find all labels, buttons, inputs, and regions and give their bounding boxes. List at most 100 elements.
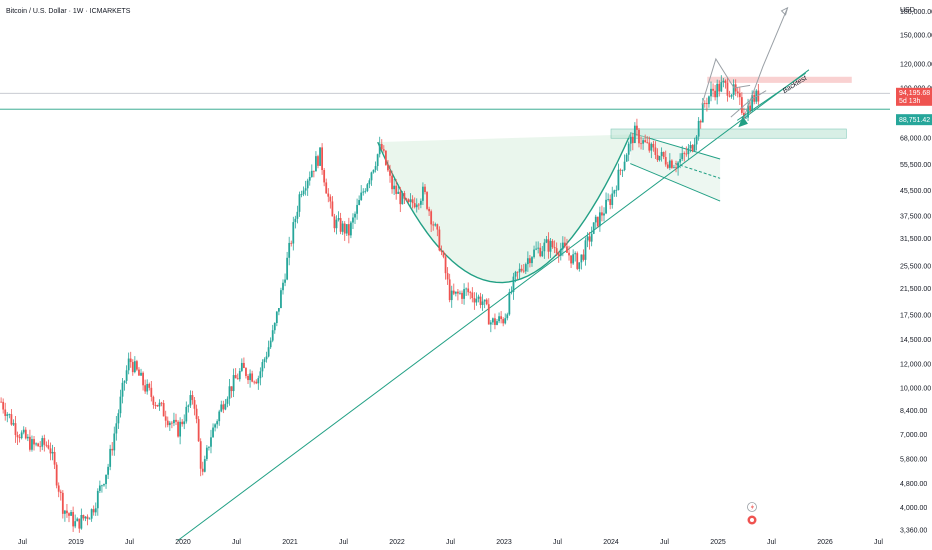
candle-body <box>24 429 27 439</box>
candle-body <box>187 405 190 407</box>
candle <box>588 231 591 250</box>
event-flag-dot <box>750 518 754 522</box>
candle-body <box>14 423 17 436</box>
candle <box>508 288 511 316</box>
candle-body <box>736 91 739 94</box>
candle-body <box>638 129 640 144</box>
candle-body <box>477 296 480 299</box>
candle <box>543 238 546 259</box>
candles <box>0 75 760 533</box>
candle-body <box>699 120 702 123</box>
y-tick-label: 180,000.00 <box>900 9 932 16</box>
candle-body <box>277 308 280 312</box>
candle <box>473 292 476 310</box>
candle <box>164 410 167 428</box>
candle-body <box>619 169 622 171</box>
candle-body <box>117 413 120 424</box>
candle <box>195 404 198 424</box>
candle-body <box>450 290 453 301</box>
candle-body <box>440 250 443 252</box>
candle <box>496 319 498 326</box>
candle <box>177 420 179 438</box>
candle-body <box>636 125 638 130</box>
candle <box>14 416 17 443</box>
candle-body <box>347 224 350 236</box>
candle <box>387 159 389 172</box>
candle <box>430 209 433 233</box>
candle-body <box>43 438 46 445</box>
candle <box>166 416 169 428</box>
candle-body <box>370 172 373 181</box>
candle-body <box>216 421 219 425</box>
support-zone <box>610 128 847 139</box>
candle <box>317 154 319 169</box>
candle-body <box>757 90 760 102</box>
y-tick-label: 4,800.00 <box>900 481 927 488</box>
candle <box>522 264 525 274</box>
candle-body <box>300 194 303 196</box>
candle <box>677 160 679 176</box>
candle-body <box>714 90 717 98</box>
candle-body <box>2 401 5 410</box>
candle <box>138 367 140 376</box>
candle <box>189 390 192 409</box>
candle <box>286 251 289 281</box>
candle-body <box>55 464 58 486</box>
candle-body <box>109 448 112 467</box>
candle-body <box>267 347 270 357</box>
candle-body <box>716 83 719 98</box>
candle <box>596 216 599 228</box>
candle-body <box>382 149 385 151</box>
candle <box>512 272 515 300</box>
candle <box>584 237 587 266</box>
y-tick-label: 4,000.00 <box>900 505 927 512</box>
candle-body <box>4 409 7 416</box>
candle <box>555 242 558 257</box>
candle-body <box>374 166 377 170</box>
candle-body <box>63 510 66 514</box>
candle <box>366 182 369 193</box>
candle-body <box>319 147 321 166</box>
candle-body <box>448 279 451 301</box>
candle-body <box>127 358 130 371</box>
candle <box>572 249 575 265</box>
candle <box>636 118 638 136</box>
candle <box>463 283 465 305</box>
candle <box>220 400 223 413</box>
candle-body <box>405 198 408 200</box>
x-tick-label: Jul <box>446 539 455 546</box>
candle <box>296 205 299 224</box>
candle-body <box>35 443 37 445</box>
candle <box>49 442 52 461</box>
y-tick-label: 8,400.00 <box>900 408 927 415</box>
candle <box>321 143 323 175</box>
candle-body <box>271 330 274 341</box>
candle-body <box>234 375 237 379</box>
candle <box>107 463 109 480</box>
candle-body <box>712 88 714 91</box>
candle-body <box>308 177 311 181</box>
candle <box>253 380 256 385</box>
candle <box>121 377 124 404</box>
projection-path-1 <box>701 57 751 105</box>
candle <box>245 367 247 379</box>
candle-body <box>136 361 138 370</box>
candle-body <box>551 240 554 248</box>
candle-body <box>372 169 375 173</box>
candle <box>411 195 414 209</box>
candle <box>629 132 632 152</box>
candle <box>123 380 126 391</box>
candle <box>240 358 243 373</box>
candle <box>514 270 517 283</box>
candle-body <box>732 84 735 95</box>
candle <box>518 263 521 280</box>
candle <box>648 136 651 153</box>
candle-body <box>140 372 142 376</box>
candle <box>454 291 457 297</box>
candle-body <box>677 162 679 169</box>
candle <box>434 222 437 227</box>
candle <box>504 313 507 325</box>
candle-body <box>500 316 503 320</box>
candle-body <box>115 423 118 434</box>
